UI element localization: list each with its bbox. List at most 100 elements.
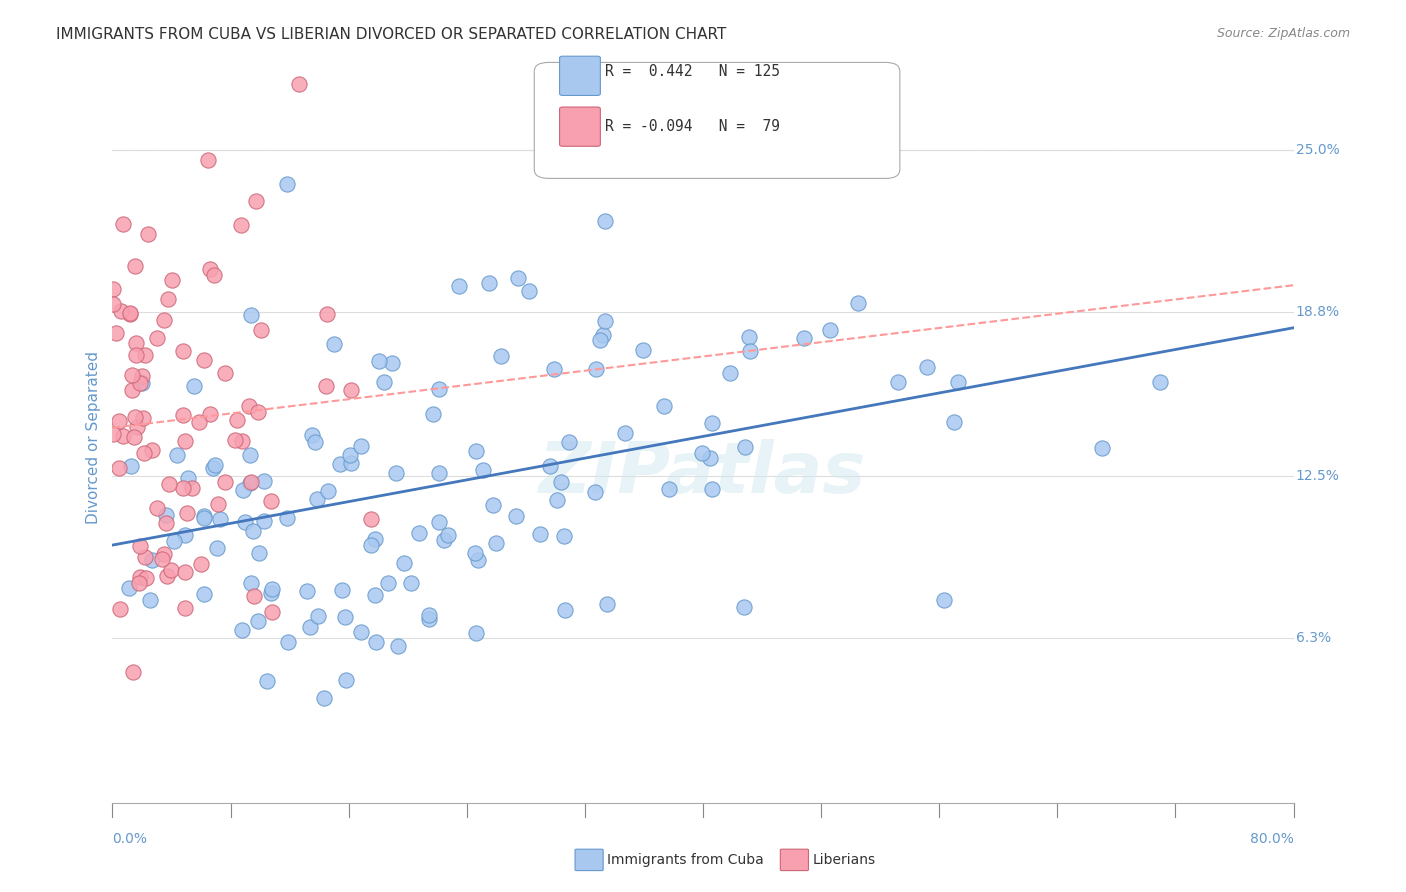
- Point: [718, 366, 741, 380]
- Point: [125, 335, 148, 350]
- Point: [589, 333, 612, 347]
- Point: [121, 383, 143, 397]
- Point: [550, 475, 572, 490]
- Point: [329, 457, 352, 471]
- Point: [312, 691, 335, 706]
- Point: [427, 466, 450, 480]
- Point: [104, 326, 127, 340]
- Point: [214, 366, 236, 380]
- Point: [103, 282, 125, 296]
- Point: [593, 314, 616, 328]
- Point: [307, 492, 329, 507]
- Point: [198, 407, 221, 421]
- Point: [818, 323, 841, 337]
- Point: [172, 344, 194, 359]
- Point: [277, 634, 299, 648]
- Point: [699, 450, 721, 465]
- Text: IMMIGRANTS FROM CUBA VS LIBERIAN DIVORCED OR SEPARATED CORRELATION CHART: IMMIGRANTS FROM CUBA VS LIBERIAN DIVORCE…: [56, 27, 727, 42]
- Point: [138, 593, 160, 607]
- Point: [174, 434, 197, 448]
- Point: [700, 483, 723, 497]
- Point: [231, 623, 253, 637]
- Point: [153, 313, 176, 327]
- Point: [260, 605, 283, 619]
- Point: [738, 330, 761, 344]
- Point: [132, 445, 155, 459]
- Point: [125, 347, 148, 361]
- Point: [408, 526, 430, 541]
- Text: 80.0%: 80.0%: [1250, 832, 1294, 846]
- Point: [157, 293, 180, 307]
- Point: [943, 415, 966, 429]
- Point: [330, 583, 353, 598]
- Point: [108, 460, 131, 475]
- Point: [464, 546, 486, 560]
- Point: [129, 570, 152, 584]
- Point: [613, 425, 636, 440]
- Point: [478, 277, 501, 291]
- Point: [482, 498, 505, 512]
- Point: [418, 612, 440, 626]
- Point: [172, 408, 194, 422]
- Point: [242, 524, 264, 538]
- Point: [887, 375, 910, 389]
- Point: [932, 592, 955, 607]
- Point: [702, 416, 724, 430]
- Point: [193, 587, 215, 601]
- Point: [156, 569, 179, 583]
- Point: [174, 565, 197, 579]
- Text: 12.5%: 12.5%: [1296, 469, 1340, 483]
- Point: [239, 309, 262, 323]
- Point: [150, 551, 173, 566]
- Point: [385, 467, 408, 481]
- Point: [146, 500, 169, 515]
- Point: [538, 459, 561, 474]
- Point: [846, 295, 869, 310]
- Point: [177, 471, 200, 485]
- Point: [464, 626, 486, 640]
- Point: [692, 446, 714, 460]
- Point: [593, 214, 616, 228]
- Point: [467, 553, 489, 567]
- Point: [288, 78, 311, 92]
- Text: 25.0%: 25.0%: [1296, 143, 1340, 157]
- Point: [193, 509, 215, 524]
- Point: [360, 512, 382, 526]
- Point: [364, 635, 387, 649]
- Point: [738, 344, 761, 359]
- Point: [433, 533, 456, 547]
- Point: [399, 576, 422, 591]
- Point: [558, 434, 581, 449]
- Point: [226, 413, 249, 427]
- Point: [118, 307, 141, 321]
- Point: [145, 330, 167, 344]
- Point: [508, 270, 530, 285]
- Point: [315, 307, 337, 321]
- Point: [917, 359, 939, 374]
- Point: [260, 582, 283, 597]
- Point: [110, 304, 132, 318]
- Point: [350, 624, 373, 639]
- Text: R = -0.094   N =  79: R = -0.094 N = 79: [605, 120, 779, 134]
- Point: [197, 153, 219, 167]
- Point: [427, 382, 450, 396]
- Point: [190, 557, 212, 571]
- Point: [437, 528, 460, 542]
- Point: [472, 463, 495, 477]
- Point: [307, 609, 329, 624]
- Point: [489, 349, 512, 363]
- Point: [297, 584, 319, 599]
- Text: Liberians: Liberians: [813, 853, 876, 867]
- Text: 0.0%: 0.0%: [112, 832, 148, 846]
- Text: R =  0.442   N = 125: R = 0.442 N = 125: [605, 64, 779, 78]
- Text: 6.3%: 6.3%: [1296, 632, 1331, 645]
- Point: [418, 607, 440, 622]
- Point: [529, 527, 551, 541]
- Point: [485, 536, 508, 550]
- Point: [422, 407, 444, 421]
- Text: 18.8%: 18.8%: [1296, 305, 1340, 318]
- Point: [205, 541, 228, 556]
- Point: [339, 456, 361, 470]
- Point: [298, 620, 321, 634]
- Point: [101, 297, 124, 311]
